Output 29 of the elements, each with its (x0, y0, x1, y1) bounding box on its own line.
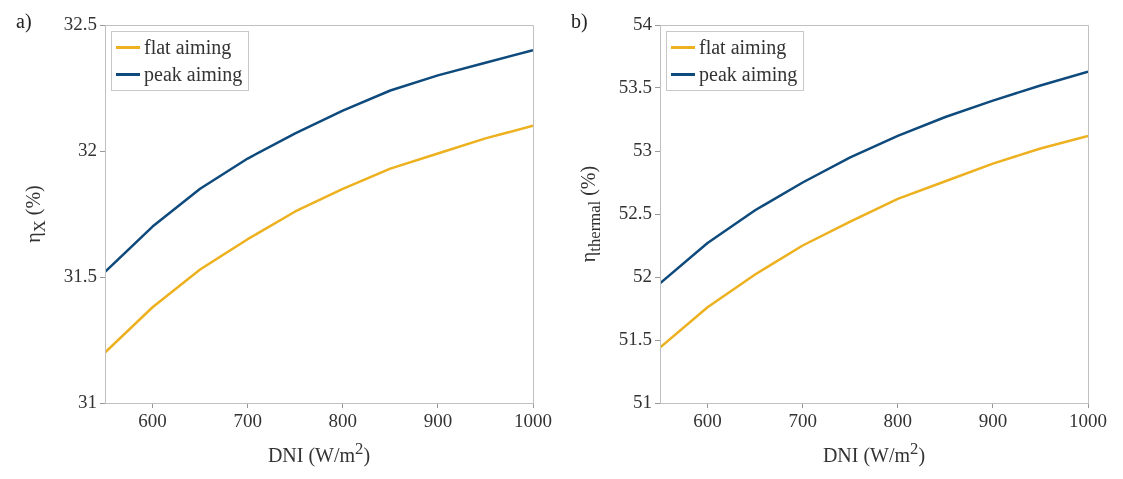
legend-label: peak aiming (699, 62, 798, 88)
y-tick-label: 52.5 (618, 201, 652, 223)
x-tick-label: 800 (883, 410, 913, 432)
x-tick-label: 900 (423, 410, 453, 432)
x-tick-label: 700 (233, 410, 262, 432)
y-tick-label: 32.5 (63, 12, 97, 34)
legend-label: flat aiming (699, 35, 787, 61)
x-axis-title: DNI (W/m$^{2}$) (821, 439, 927, 467)
x-tick-label: 600 (138, 410, 167, 432)
x-tick-label: 1000 (1069, 410, 1107, 432)
x-tick-label: 800 (328, 410, 358, 432)
y-tick-label: 53 (633, 138, 652, 160)
legend-label: peak aiming (144, 62, 243, 88)
legend-label: flat aiming (144, 35, 232, 61)
x-tick-label: 700 (788, 410, 817, 432)
chart-title: a) (16, 10, 32, 33)
y-tick-label: 52 (633, 264, 652, 286)
x-tick-label: 600 (693, 410, 722, 432)
chart-title: b) (571, 10, 588, 33)
x-tick-label: 1000 (514, 410, 552, 432)
y-tick-label: 51.5 (618, 327, 652, 349)
x-axis-title: DNI (W/m$^{2}$) (266, 439, 372, 467)
y-tick-label: 51 (633, 390, 652, 412)
y-tick-label: 32 (78, 138, 97, 160)
y-tick-label: 54 (633, 12, 653, 34)
y-tick-label: 31 (78, 390, 97, 412)
x-tick-label: 900 (978, 410, 1008, 432)
y-tick-label: 53.5 (618, 75, 652, 97)
y-tick-label: 31.5 (63, 264, 97, 286)
